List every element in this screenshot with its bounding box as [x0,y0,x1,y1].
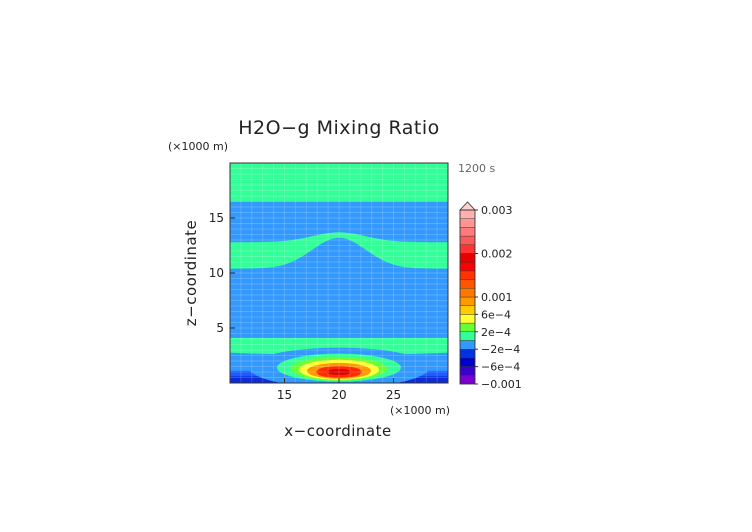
colorbar-label: 2e−4 [481,326,511,339]
bubble-peak [327,369,351,375]
plot-grid [230,163,448,383]
colorbar-segment [459,366,476,376]
colorbar-segment [459,314,476,324]
time-label: 1200 s [458,162,495,175]
colorbar-segment [459,227,476,237]
y-axis-label: z−coordinate [182,220,200,326]
x-tick-label: 15 [277,388,292,402]
colorbar-segment [459,253,476,263]
colorbar-label: −6e−4 [481,361,520,374]
colorbar-segment [459,235,476,246]
colorbar-label: 0.001 [481,291,513,304]
thin-band [230,337,448,344]
colorbar-segment [459,209,476,219]
y-tick-label: 5 [216,321,224,335]
colorbar-label: 6e−4 [481,308,511,321]
x-units-label: (×1000 m) [390,404,450,417]
colorbar-segment [459,322,476,333]
colorbar-label: −2e−4 [481,343,520,356]
colorbar-label: 0.003 [481,204,513,217]
colorbar-label: −0.001 [481,378,522,391]
colorbar-overflow-triangle [459,201,476,211]
z-units-label: (×1000 m) [168,140,228,153]
colorbar-segment [459,262,476,272]
colorbar-segment [459,349,476,359]
y-tick-label: 15 [209,211,224,225]
wavy-band [230,232,448,269]
colorbar-segment [459,279,476,289]
colorbar-segment [459,244,476,254]
upper-layer [230,163,448,202]
y-axis-ticks: 5 10 15 [209,211,235,335]
colorbar-segment [459,305,476,315]
x-tick-label: 25 [386,388,401,402]
x-tick-label: 20 [331,388,346,402]
colorbar: 0.003 0.002 0.001 6e−4 2e−4 −2e−4 −6e−4 −0.001 [459,201,522,391]
colorbar-segment [459,375,476,385]
colorbar-label: 0.002 [481,248,513,261]
colorbar-segment [459,218,476,228]
chart-title: H2O−g Mixing Ratio [238,117,439,139]
y-tick-label: 10 [209,266,224,280]
colorbar-segment [459,357,476,367]
x-axis-ticks: 15 20 25 [277,378,401,402]
x-axis-label: x−coordinate [284,422,391,440]
colorbar-segment [459,340,476,350]
colorbar-segment [459,331,476,341]
colorbar-segment [459,288,476,298]
colorbar-segment [459,270,476,280]
colorbar-segment [459,296,476,306]
